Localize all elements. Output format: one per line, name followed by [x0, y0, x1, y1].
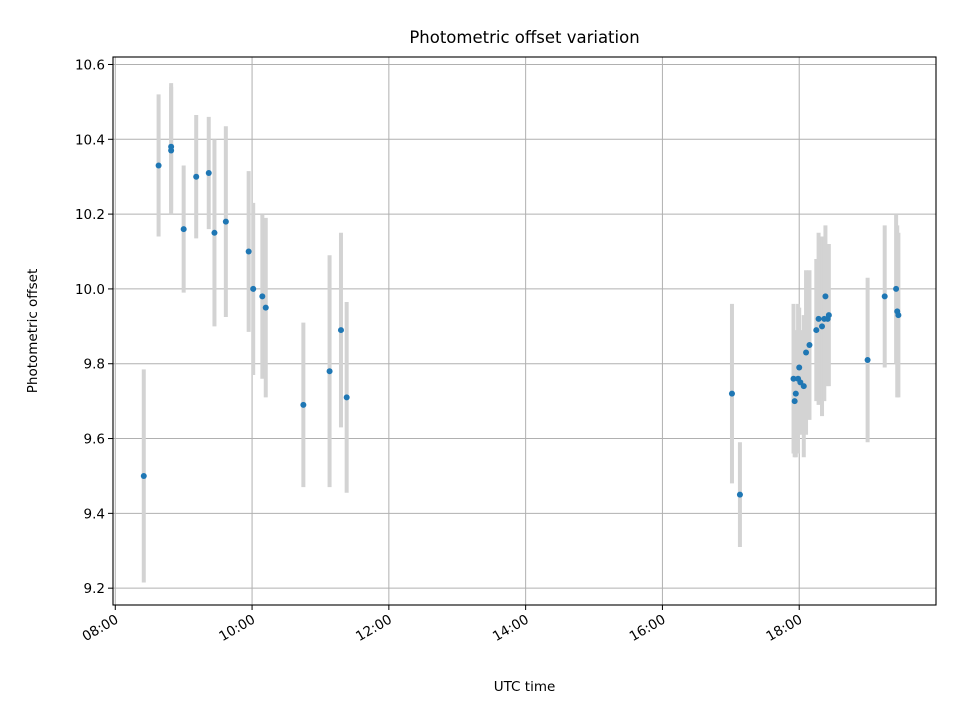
data-point	[250, 285, 257, 292]
y-tick-label: 10.0	[75, 282, 105, 298]
data-point	[728, 390, 735, 397]
data-point	[168, 147, 175, 154]
data-point	[895, 312, 902, 319]
axes-frame	[112, 56, 937, 606]
y-axis-ticks: 9.2 9.4 9.6 9.8 10.0 10.2 10.4 10.6	[75, 57, 113, 597]
data-point	[864, 356, 871, 363]
data-point	[819, 323, 826, 330]
data-point	[893, 285, 900, 292]
data-point	[300, 401, 307, 408]
data-points	[140, 143, 902, 498]
data-point	[262, 304, 269, 311]
data-point	[796, 364, 803, 371]
data-point	[140, 472, 147, 479]
data-point	[813, 327, 820, 334]
y-axis-label: Photometric offset	[25, 269, 41, 393]
data-point	[155, 162, 162, 169]
data-point	[800, 383, 807, 390]
data-point	[343, 394, 350, 401]
data-point	[792, 390, 799, 397]
chart-title: Photometric offset variation	[409, 28, 639, 47]
data-point	[881, 293, 888, 300]
data-point	[337, 327, 344, 334]
data-point	[205, 169, 212, 176]
data-point	[791, 398, 798, 405]
data-point	[180, 226, 187, 233]
data-point	[193, 173, 200, 180]
data-point	[790, 375, 797, 382]
data-point	[736, 491, 743, 498]
y-tick-label: 9.2	[84, 581, 105, 597]
data-point	[803, 349, 810, 356]
data-point	[806, 342, 813, 349]
data-point	[245, 248, 252, 255]
data-point	[815, 315, 822, 322]
data-point	[211, 229, 218, 236]
y-tick-label: 10.2	[75, 207, 105, 223]
y-tick-label: 9.6	[84, 432, 105, 448]
y-tick-label: 9.4	[84, 506, 105, 522]
data-point	[222, 218, 229, 225]
y-tick-label: 10.4	[75, 132, 105, 148]
data-point	[825, 312, 832, 319]
data-point	[326, 368, 333, 375]
y-tick-label: 9.8	[84, 357, 105, 373]
x-axis-label: UTC time	[494, 679, 556, 695]
data-point	[822, 293, 829, 300]
data-point	[259, 293, 266, 300]
y-tick-label: 10.6	[75, 57, 105, 73]
